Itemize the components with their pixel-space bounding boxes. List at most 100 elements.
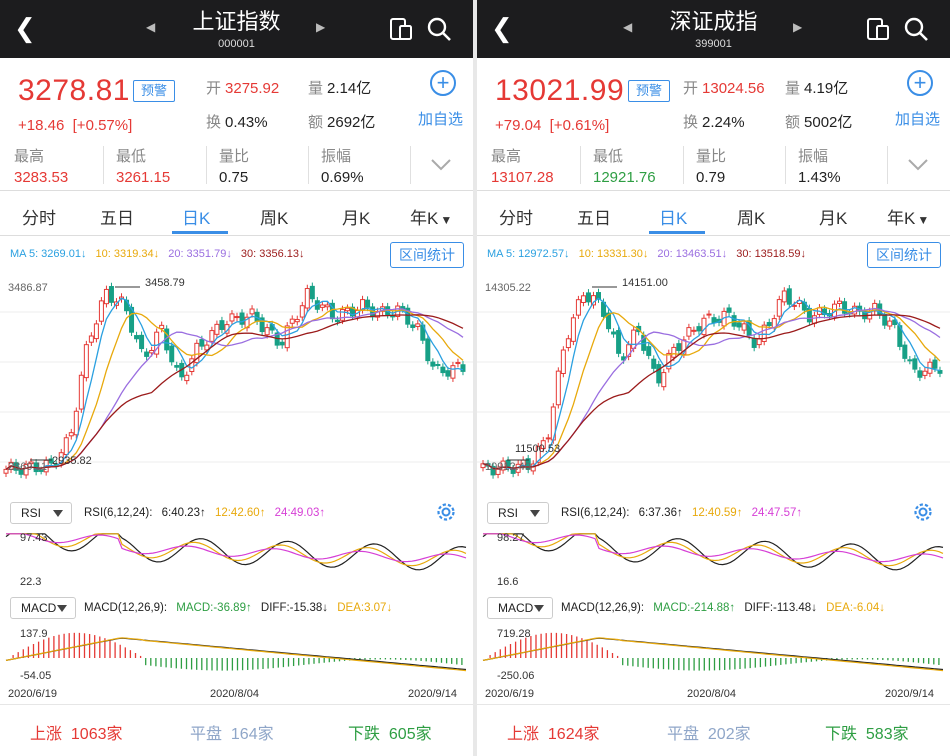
rsi24-value: 24:49.03↑ <box>274 507 326 519</box>
gear-icon[interactable] <box>911 500 935 524</box>
chevron-down-icon[interactable] <box>907 158 929 172</box>
caret-down-icon: ▼ <box>440 213 453 227</box>
macd-selector-label: MACD <box>21 601 57 615</box>
tab-label: 月K <box>819 209 848 228</box>
current-price: 3278.81 <box>18 74 130 107</box>
next-arrow-icon[interactable]: ▶ <box>793 20 803 34</box>
add-watchlist-button[interactable]: 加自选 <box>895 111 941 128</box>
macd-chart[interactable] <box>0 622 473 684</box>
advancers: 上涨 1624家 <box>507 720 600 744</box>
gear-icon[interactable] <box>434 500 458 524</box>
candle-body <box>887 320 893 327</box>
candle-body <box>902 344 908 359</box>
candle-body <box>490 465 496 476</box>
ma30-line <box>5 314 464 470</box>
search-icon[interactable] <box>903 16 929 42</box>
caret-down-icon: ▼ <box>917 213 930 227</box>
candle-body <box>194 342 200 364</box>
add-watchlist-button[interactable]: 加自选 <box>418 111 464 128</box>
add-circle-icon[interactable]: + <box>907 70 933 96</box>
candle-body <box>837 300 843 304</box>
search-icon[interactable] <box>426 16 452 42</box>
tab-2[interactable]: 日K <box>659 204 687 229</box>
turnover-value: 0.43% <box>225 114 268 131</box>
macd-selector[interactable]: MACD <box>10 597 76 619</box>
candle-body <box>169 345 175 363</box>
prev-arrow-icon[interactable]: ◀ <box>146 20 156 34</box>
tab-0[interactable]: 分时 <box>499 204 533 229</box>
date-start: 2020/6/19 <box>8 688 57 700</box>
candle-body <box>907 359 913 362</box>
candle-body <box>676 343 682 351</box>
tab-4[interactable]: 月K <box>819 204 847 229</box>
low-label: 11500.53 <box>515 443 561 455</box>
candle-body <box>299 305 305 318</box>
footer-divider <box>477 704 950 705</box>
tab-4[interactable]: 月K <box>342 204 370 229</box>
candle-body <box>776 299 782 317</box>
candle-body <box>691 329 697 332</box>
back-icon[interactable]: ❮ <box>491 13 513 43</box>
candle-body <box>545 437 551 440</box>
amount-label: 额 <box>308 114 324 131</box>
alert-button[interactable]: 预警 <box>628 80 670 102</box>
ma30-value: 30: 13518.59↓ <box>736 248 806 260</box>
rsi-selector[interactable]: RSI <box>10 502 72 524</box>
candle-body <box>706 313 712 316</box>
tab-3[interactable]: 周K <box>737 204 765 229</box>
tab-1[interactable]: 五日 <box>577 204 611 229</box>
candle-body <box>229 313 235 322</box>
rsi-chart[interactable] <box>477 527 950 592</box>
chevron-down-icon[interactable] <box>430 158 452 172</box>
tab-label: 分时 <box>22 209 56 228</box>
tab-0[interactable]: 分时 <box>22 204 56 229</box>
kline-chart[interactable] <box>477 272 950 497</box>
rsi-chart[interactable] <box>0 527 473 592</box>
candle-body <box>264 327 270 336</box>
tab-5[interactable]: 年K ▼ <box>410 204 452 229</box>
rsi-selector-label: RSI <box>498 506 519 520</box>
price-change: +79.04 [+0.61%] <box>495 117 609 134</box>
landscape-icon[interactable] <box>865 16 891 42</box>
landscape-icon[interactable] <box>388 16 414 42</box>
up-count: 1624家 <box>547 726 600 743</box>
range-stats-button[interactable]: 区间统计 <box>867 242 941 268</box>
candle-body <box>580 295 586 303</box>
stat-label: 最低 <box>116 148 147 165</box>
alert-button[interactable]: 预警 <box>133 80 175 102</box>
macd-selector[interactable]: MACD <box>487 597 553 619</box>
down-count: 583家 <box>865 726 909 743</box>
tab-5[interactable]: 年K ▼ <box>887 204 929 229</box>
candle-body <box>93 323 99 340</box>
rsi-selector[interactable]: RSI <box>487 502 549 524</box>
prev-arrow-icon[interactable]: ◀ <box>623 20 633 34</box>
candle-body <box>656 364 662 384</box>
range-stats-button[interactable]: 区间统计 <box>390 242 464 268</box>
volume-label: 量 <box>308 80 324 97</box>
candle-body <box>575 299 581 316</box>
candle-body <box>696 326 702 332</box>
flat-label: 平盘 <box>190 726 223 743</box>
divider <box>683 146 684 184</box>
candle-body <box>917 370 923 378</box>
back-icon[interactable]: ❮ <box>14 13 36 43</box>
candle-body <box>671 346 677 358</box>
tab-1[interactable]: 五日 <box>100 204 134 229</box>
divider <box>580 146 581 184</box>
candle-body <box>500 460 506 471</box>
candle-body <box>872 302 878 312</box>
kline-chart[interactable] <box>0 272 473 497</box>
candle-body <box>149 349 155 354</box>
up-label: 上涨 <box>30 726 63 743</box>
tab-3[interactable]: 周K <box>260 204 288 229</box>
candle-body <box>425 338 431 362</box>
candle-body <box>108 286 114 303</box>
candle-body <box>219 320 225 330</box>
candle-body <box>410 324 416 328</box>
next-arrow-icon[interactable]: ▶ <box>316 20 326 34</box>
add-circle-icon[interactable]: + <box>430 70 456 96</box>
tab-2[interactable]: 日K <box>182 204 210 229</box>
candle-body <box>631 329 637 349</box>
macd-chart[interactable] <box>477 622 950 684</box>
divider <box>103 146 104 184</box>
